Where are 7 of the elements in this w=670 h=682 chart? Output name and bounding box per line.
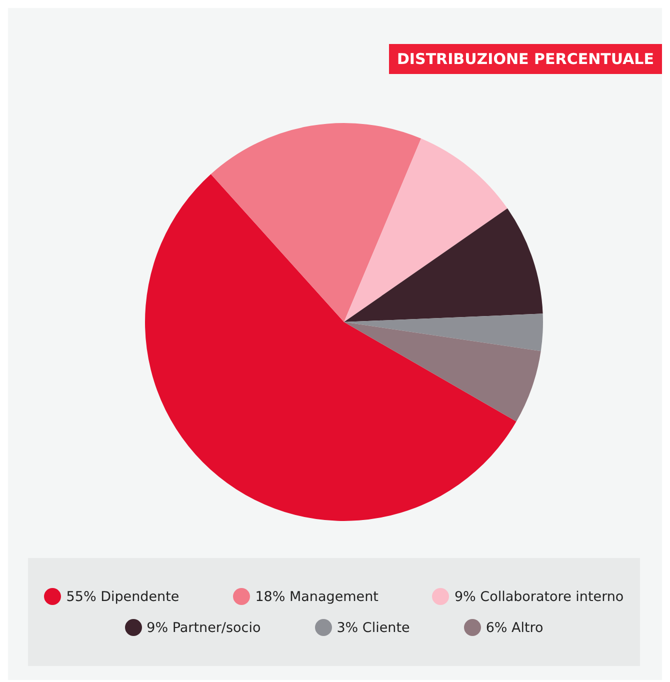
legend-label: 18% Management xyxy=(255,588,378,604)
legend-label: 55% Dipendente xyxy=(66,588,180,604)
legend-label: 3% Cliente xyxy=(336,620,410,636)
legend-label: 9% Collaboratore interno xyxy=(454,588,624,604)
legend-label: 9% Partner/socio xyxy=(146,620,261,636)
chart-title: DISTRIBUZIONE PERCENTUALE xyxy=(388,44,662,74)
legend-label: 6% Altro xyxy=(486,620,544,636)
